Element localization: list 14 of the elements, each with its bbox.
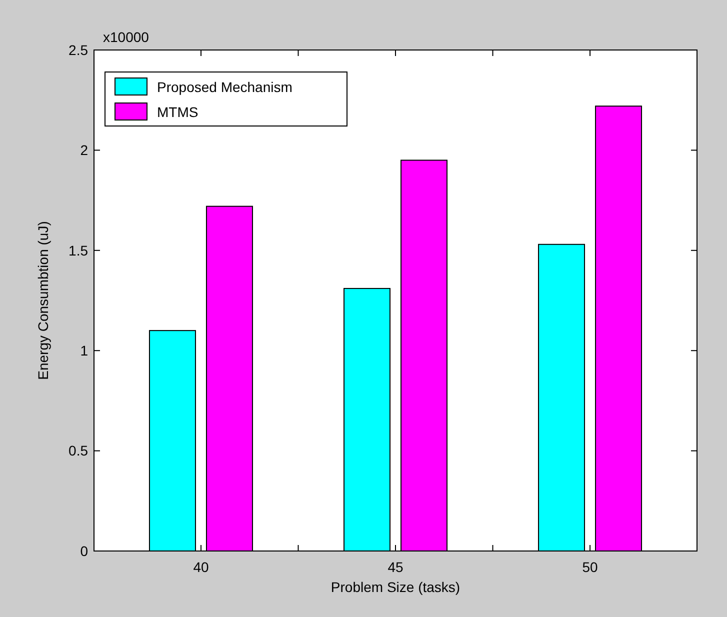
y-tick-label: 0 xyxy=(80,542,88,559)
y-tick-label: 2 xyxy=(80,142,88,158)
y-tick-label: 1 xyxy=(80,342,88,358)
y-axis-title: Energy Consumbtion (uJ) xyxy=(35,221,51,380)
legend-label: Proposed Mechanism xyxy=(157,78,292,95)
text: x10000 xyxy=(103,29,150,45)
legend-label: MTMS xyxy=(157,104,198,120)
x-tick-label: 40 xyxy=(193,559,209,575)
y-tick-label: 2.5 xyxy=(68,42,88,58)
x-tick-label: 50 xyxy=(582,559,598,575)
x-axis-title: Problem Size (tasks) xyxy=(330,579,460,595)
x-tick-label: 45 xyxy=(388,559,404,575)
y-tick-label: 1.5 xyxy=(68,242,88,258)
y-tick-label: 0.5 xyxy=(68,442,88,459)
